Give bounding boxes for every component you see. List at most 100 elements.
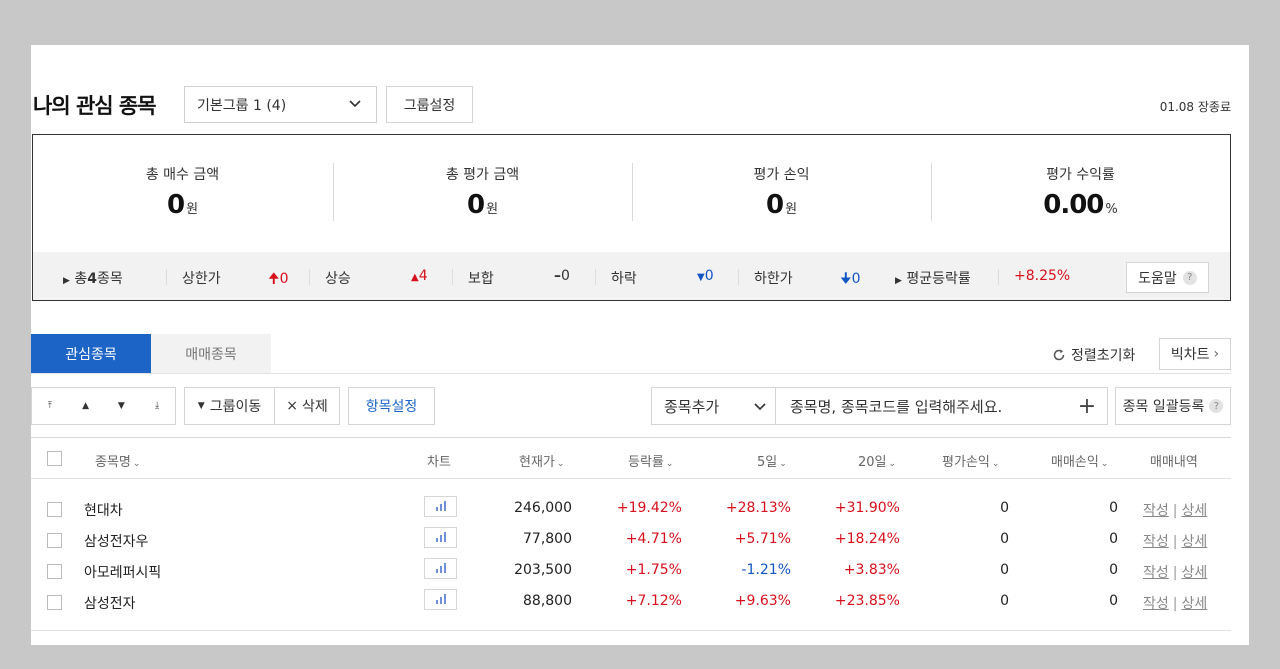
bar-chart-icon[interactable] [424,589,457,610]
change-5d: -1.21% [741,562,791,578]
write-link[interactable]: 작성 [1143,565,1169,581]
table-row[interactable]: 아모레퍼시픽 203,500 +1.75% -1.21% +3.83% 0 0 … [31,555,1231,586]
detail-link[interactable]: 상세 [1181,534,1208,550]
change-20d: +18.24% [834,531,900,547]
fall-stat: ▼0 [697,268,714,284]
group-setting-button[interactable]: 그룹설정 [386,86,473,123]
divider [632,163,633,221]
table-row[interactable]: 삼성전자우 77,800 +4.71% +5.71% +18.24% 0 0 작… [31,524,1231,555]
question-icon: ? [1182,270,1197,285]
delete-label: 삭제 [301,399,328,415]
move-down-icon[interactable]: ▼ [117,401,125,411]
stat-value: 0 [851,271,861,287]
bar-chart-icon[interactable] [424,558,457,579]
add-type-select[interactable]: 종목추가 [652,388,776,424]
row-checkbox[interactable] [47,533,62,548]
fall-label: 하락 [611,271,637,287]
move-arrows: ⤒ ▲ ▼ ⤓ [31,387,176,425]
table-row[interactable]: 현대차 246,000 +19.42% +28.13% +31.90% 0 0 … [31,493,1231,524]
bar-chart-icon[interactable] [424,527,457,548]
detail-link[interactable]: 상세 [1181,596,1208,612]
trade-pl: 0 [1109,562,1118,578]
col-label: 평가손익 [942,455,990,470]
stock-search-input[interactable]: 종목명, 종목코드를 입력해주세요. [790,397,1003,416]
move-top-icon[interactable]: ⤒ [47,401,52,411]
summary-label: 평가 수익률 [1046,167,1115,183]
move-up-icon[interactable]: ▲ [82,401,90,411]
change-20d: +23.85% [834,593,900,609]
summary-label: 평가 손익 [753,167,810,183]
caret-right-icon: ▶ [63,276,70,286]
item-setting-button[interactable]: 항목설정 [348,387,435,425]
table-row[interactable]: 삼성전자 88,800 +7.12% +9.63% +23.85% 0 0 작성… [31,586,1231,617]
group-select-value: 기본그룹 1 (4) [197,97,287,114]
divider [166,269,167,285]
move-bottom-icon[interactable]: ⤓ [155,401,160,411]
sort-reset-button[interactable]: 정렬초기화 [1052,345,1135,365]
tab-underline [31,373,1231,374]
row-checkbox[interactable] [47,502,62,517]
price: 203,500 [514,562,572,578]
col-trade-pl[interactable]: 매매손익 ⌄ [1051,451,1108,470]
col-price[interactable]: 현재가 ⌄ [519,451,564,470]
rise-label: 상승 [325,271,351,287]
write-link[interactable]: 작성 [1143,503,1169,519]
history-links: 작성 | 상세 [1143,500,1207,520]
col-20d[interactable]: 20일 ⌄ [858,451,896,470]
change: +19.42% [616,500,682,516]
summary-value: 0 [166,190,185,220]
col-eval-pl[interactable]: 평가손익 ⌄ [942,451,999,470]
caret-down-icon: ▼ [197,401,205,411]
total-count-stat[interactable]: ▶ 총4종목 [63,268,123,288]
detail-link[interactable]: 상세 [1181,565,1208,581]
bigchart-button[interactable]: 빅차트 › [1159,338,1231,370]
stock-name[interactable]: 현대차 [84,503,123,519]
bulk-register-label: 종목 일괄등록 [1122,399,1205,415]
tab-watchlist[interactable]: 관심종목 [31,334,151,374]
tab-trading[interactable]: 매매종목 [151,334,271,374]
eval-pl: 0 [1000,562,1009,578]
col-change[interactable]: 등락률 ⌄ [628,451,673,470]
separator: | [1172,565,1178,581]
write-link[interactable]: 작성 [1143,596,1169,612]
arrow-down-bold-icon: 🠋 [840,271,852,287]
detail-link[interactable]: 상세 [1181,503,1208,519]
change: +1.75% [625,562,682,578]
delete-button[interactable]: × 삭제 [275,388,339,424]
chevron-down-icon [754,403,766,411]
upper-limit-stat: 🠉0 [268,268,289,292]
write-link[interactable]: 작성 [1143,534,1169,550]
group-move-button[interactable]: ▼ 그룹이동 [185,388,275,424]
stat-suffix: 종목 [97,271,123,287]
stat-label: 평균등락률 [906,271,971,287]
lower-limit-stat: 🠋0 [840,268,861,292]
bar-chart-icon[interactable] [424,496,457,517]
add-type-label: 종목추가 [664,397,720,416]
help-button[interactable]: 도움말 ? [1126,262,1209,293]
flat-stat: –0 [554,268,570,284]
avg-change-stat[interactable]: ▶ 평균등락률 [895,268,971,288]
col-5d[interactable]: 5일 ⌄ [757,451,787,470]
col-name[interactable]: 종목명 ⌄ [95,451,140,470]
stock-name[interactable]: 삼성전자 [84,596,136,612]
plus-icon[interactable]: + [1077,393,1097,419]
select-all-checkbox[interactable] [47,451,62,466]
row-checkbox[interactable] [47,564,62,579]
add-stock-box: 종목추가 종목명, 종목코드를 입력해주세요. + [651,387,1108,425]
bulk-register-button[interactable]: 종목 일괄등록 ? [1115,387,1231,425]
divider [333,163,334,221]
stat-value: 0 [704,268,714,284]
col-label: 현재가 [519,455,555,470]
group-select[interactable]: 기본그룹 1 (4) [184,86,377,123]
chevron-right-icon: › [1213,346,1220,362]
summary-unit: 원 [486,202,499,217]
trade-pl: 0 [1109,531,1118,547]
stock-name[interactable]: 아모레퍼시픽 [84,565,162,581]
row-checkbox[interactable] [47,595,62,610]
price: 77,800 [523,531,572,547]
eval-pl: 0 [1000,500,1009,516]
eval-pl: 0 [1000,531,1009,547]
stock-name[interactable]: 삼성전자우 [84,534,149,550]
